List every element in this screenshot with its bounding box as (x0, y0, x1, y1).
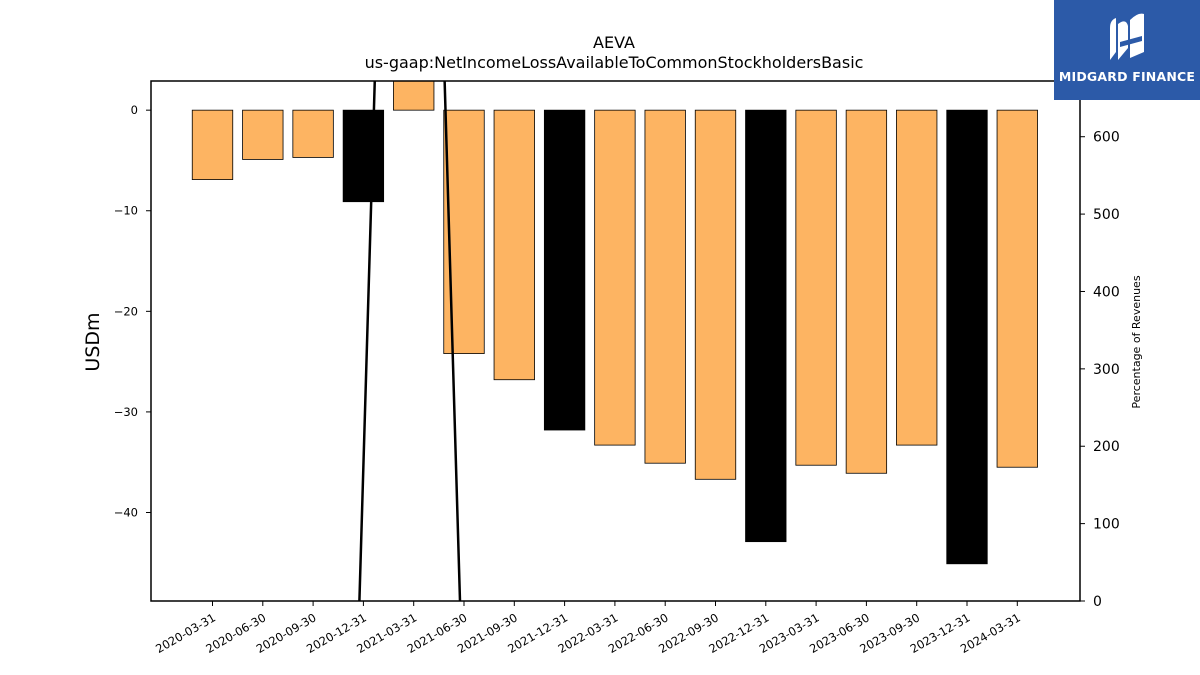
bar-2022-12-31 (745, 109, 787, 543)
y2-tick-label: 400 (1093, 284, 1120, 300)
y2-tick-label: 200 (1093, 439, 1120, 455)
chart-title: AEVA (593, 33, 635, 52)
bar-2023-03-31 (795, 109, 837, 466)
y-tick-label: −20 (114, 304, 138, 318)
bar-2024-03-31 (996, 109, 1038, 468)
bar-2021-03-31 (393, 80, 435, 111)
y-tick-label: 0 (131, 103, 138, 117)
bar-2020-06-30 (242, 109, 284, 160)
brand-logo: MIDGARD FINANCE (1054, 0, 1200, 100)
bar-2023-06-30 (845, 109, 888, 474)
y-tick-label: −10 (114, 204, 138, 218)
y-axis-label: USDm (82, 312, 104, 371)
midgard-logo-icon (1110, 13, 1144, 60)
bar-2020-12-31 (342, 109, 385, 203)
y2-axis-label: Percentage of Revenues (1130, 275, 1143, 408)
bar-2023-12-31 (946, 109, 988, 565)
bar-2020-03-31 (191, 109, 234, 180)
y-tick-label: −40 (114, 505, 138, 519)
plot-frame (150, 80, 1081, 602)
y2-tick-label: 600 (1093, 130, 1120, 146)
y2-tick-label: 500 (1093, 207, 1120, 223)
bar-2023-09-30 (896, 109, 938, 446)
chart-subtitle: us-gaap:NetIncomeLossAvailableToCommonSt… (365, 53, 864, 72)
bar-2020-09-30 (292, 109, 334, 158)
bar-2022-09-30 (694, 109, 737, 480)
logo-text: MIDGARD FINANCE (1058, 69, 1196, 84)
bar-2021-09-30 (493, 109, 535, 381)
y2-tick-label: 300 (1093, 362, 1120, 378)
bar-2022-03-31 (594, 109, 636, 446)
bars-layer (191, 80, 1038, 565)
bar-2022-06-30 (644, 109, 686, 464)
y-tick-label: −30 (114, 405, 138, 419)
bar-2021-12-31 (543, 109, 586, 431)
y2-tick-label: 0 (1093, 594, 1102, 610)
y2-tick-label: 100 (1093, 517, 1120, 533)
